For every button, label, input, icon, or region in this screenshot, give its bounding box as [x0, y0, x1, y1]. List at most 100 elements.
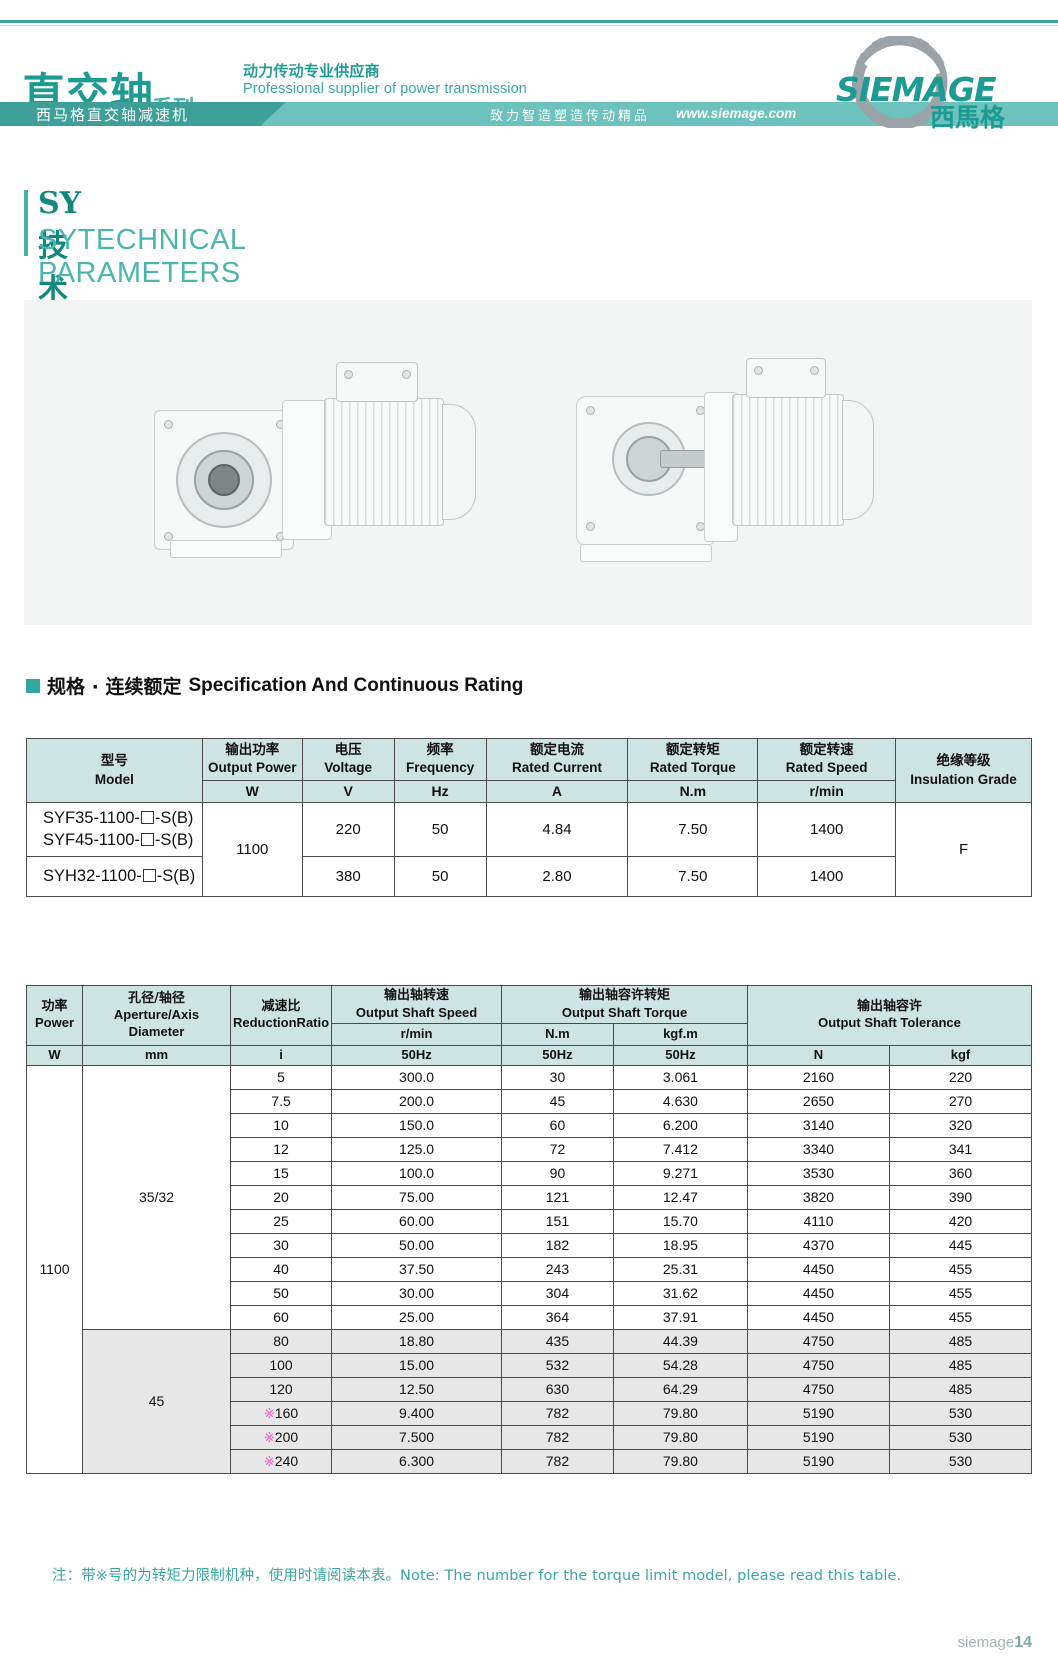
cell-torque-nm: 304	[501, 1280, 614, 1306]
unit-torque-nm-hz: 50Hz	[501, 1044, 614, 1066]
spec-section-heading: 规格 · 连续额定 Specification And Continuous R…	[26, 672, 523, 699]
th-rated-speed-cn: 额定转速	[799, 742, 854, 758]
cell-torque-nm: 782	[501, 1400, 614, 1426]
cell-tolerance-n: 4450	[747, 1304, 890, 1330]
th-voltage: 电压 Voltage	[301, 738, 395, 781]
th-frequency-en: Frequency	[405, 760, 475, 776]
model-placeholder-box-icon	[140, 811, 154, 825]
cell-model-group-1: SYF35-1100- -S(B) SYF45-1100- -S(B)	[26, 802, 203, 858]
ribbon-slogan: 致力智造塑造传动精品	[490, 109, 651, 124]
cell-tolerance-kgf: 485	[889, 1352, 1032, 1378]
torque-limit-marker-icon: ※	[263, 1454, 275, 1470]
table2-body: 1100 35/32 5 300.0 30 3.061 2160 220 7.5 200.0 45 4…	[26, 1064, 1032, 1474]
terminal-bolt	[754, 366, 763, 375]
hub-bore-left	[208, 464, 240, 496]
cell-torque-kgfm: 79.80	[612, 1448, 749, 1474]
motor-end-cap-right	[842, 400, 874, 520]
cell-torque-2: 7.50	[627, 856, 759, 898]
cell-torque-kgfm: 37.91	[612, 1304, 749, 1330]
th-voltage-cn: 电压	[334, 742, 362, 758]
tagline-cn-bold: 专业供应商	[303, 62, 380, 80]
th-model-en: Model	[94, 771, 134, 787]
th-output-power-en: Output Power	[208, 760, 297, 776]
cell-torque-kgfm: 64.29	[612, 1376, 749, 1402]
cell-tolerance-kgf: 485	[889, 1376, 1032, 1402]
page-number: 14	[1014, 1634, 1032, 1651]
unit-ratio: i	[229, 1044, 333, 1066]
table-row: 12 125.0 72 7.412 3340 341	[27, 1136, 1032, 1162]
th-power: 功率 Power	[26, 985, 83, 1046]
cell-reduction-ratio: ※200	[229, 1424, 333, 1450]
cell-torque-kgfm: 4.630	[612, 1088, 749, 1114]
table-row: 10 150.0 60 6.200 3140 320	[27, 1112, 1032, 1138]
cell-reduction-ratio: ※160	[229, 1400, 333, 1426]
table-row: 30 50.00 182 18.95 4370 445	[27, 1232, 1032, 1258]
spec-heading-en: Specification And Continuous Rating	[188, 674, 524, 696]
footer-brand: siemage	[957, 1634, 1015, 1651]
table-row: ※160 9.400 782 79.80 5190 530	[27, 1400, 1032, 1426]
th-output-shaft-tolerance-cn: 输出轴容许	[856, 998, 922, 1014]
th-aperture-diameter-cn: 孔径/轴径	[128, 990, 185, 1006]
subunit-torque-kgfm: kgf.m	[612, 1023, 749, 1046]
th-insulation-grade-en: Insulation Grade	[910, 771, 1017, 787]
cell-output-shaft-speed: 6.300	[331, 1448, 503, 1474]
product-image-panel	[24, 300, 1032, 625]
cell-reduction-ratio: 15	[229, 1160, 333, 1186]
gear-icon	[852, 36, 948, 128]
spec-heading-cn: 规格 · 连续额定	[47, 676, 182, 698]
cell-reduction-ratio: 10	[229, 1112, 333, 1138]
cell-reduction-ratio: 7.5	[229, 1088, 333, 1114]
cell-frequency-1: 50	[393, 802, 487, 858]
cell-tolerance-n: 5190	[747, 1424, 890, 1450]
table1-header-row: 型号 Model 输出功率 Output Power 电压 Voltage 频率…	[26, 737, 1032, 804]
mounting-foot-right	[580, 544, 712, 562]
logo-wordmark: SIEMAGE	[836, 70, 997, 109]
cell-torque-kgfm: 44.39	[612, 1328, 749, 1354]
model-3-suffix: -S(B)	[156, 867, 196, 886]
model-2-suffix: -S(B)	[154, 830, 194, 849]
cell-tolerance-kgf: 445	[889, 1232, 1032, 1258]
model-2-prefix: SYF45-1100-	[43, 830, 140, 849]
cell-frequency-2: 50	[393, 856, 487, 898]
th-reduction-ratio-en: ReductionRatio	[233, 1015, 330, 1031]
cell-torque-kgfm: 31.62	[612, 1280, 749, 1306]
ribbon-website-url[interactable]: www.siemage.com	[676, 106, 797, 121]
table-row: 120 12.50 630 64.29 4750 485	[27, 1376, 1032, 1402]
cell-tolerance-n: 5190	[747, 1448, 890, 1474]
unit-tolerance-n: N	[747, 1044, 890, 1066]
th-rated-torque-cn: 额定转矩	[665, 742, 720, 758]
ribbon-product-label: 西马格直交轴减速机	[36, 106, 190, 124]
cell-torque-nm: 72	[501, 1136, 614, 1162]
tagline-cn-prefix: 动力传动	[243, 62, 304, 80]
specification-rating-table: 型号 Model 输出功率 Output Power 电压 Voltage 频率…	[26, 737, 1032, 898]
cell-torque-kgfm: 18.95	[612, 1232, 749, 1258]
motor-body-left	[324, 398, 444, 526]
table-row: 15 100.0 90 9.271 3530 360	[27, 1160, 1032, 1186]
subunit-speed: r/min	[331, 1023, 503, 1046]
th-aperture-diameter-en: Aperture/Axis Diameter	[113, 1007, 200, 1039]
cell-torque-kgfm: 6.200	[612, 1112, 749, 1138]
table2-header-row: 功率 Power 孔径/轴径 Aperture/Axis Diameter 减速…	[26, 984, 1032, 1046]
torque-limit-marker-icon: ※	[263, 1406, 275, 1422]
cell-torque-nm: 182	[501, 1232, 614, 1258]
cell-tolerance-n: 3820	[747, 1184, 890, 1210]
th-aperture-diameter: 孔径/轴径 Aperture/Axis Diameter	[82, 985, 231, 1046]
th-power-en: Power	[34, 1015, 74, 1031]
cell-torque-nm: 630	[501, 1376, 614, 1402]
th-insulation-grade-cn: 绝缘等级	[936, 753, 991, 770]
cell-tolerance-n: 4750	[747, 1352, 890, 1378]
cell-torque-kgfm: 12.47	[612, 1184, 749, 1210]
cell-tolerance-n: 5190	[747, 1400, 890, 1426]
th-rated-speed-en: Rated Speed	[785, 760, 868, 776]
cell-torque-nm: 364	[501, 1304, 614, 1330]
cell-reduction-ratio: 100	[229, 1352, 333, 1378]
cell-torque-nm: 45	[501, 1088, 614, 1114]
terminal-bolt	[810, 366, 819, 375]
company-logo: SIEMAGE 西馬格	[812, 36, 1012, 132]
cell-torque-kgfm: 25.31	[612, 1256, 749, 1282]
cell-output-shaft-speed: 18.80	[331, 1328, 503, 1354]
cell-torque-kgfm: 7.412	[612, 1136, 749, 1162]
table-row: 100 15.00 532 54.28 4750 485	[27, 1352, 1032, 1378]
cell-tolerance-kgf: 530	[889, 1400, 1032, 1426]
cell-torque-1: 7.50	[627, 802, 759, 858]
